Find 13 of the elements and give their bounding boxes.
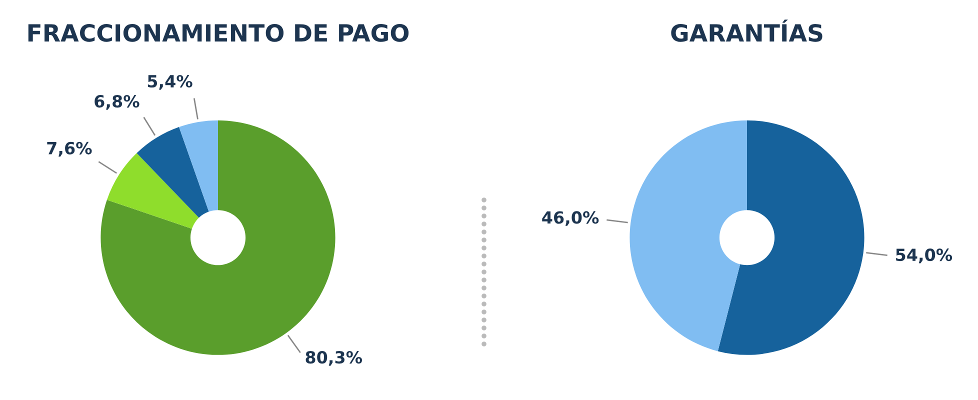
donut-slice: [136, 127, 209, 218]
data-label: 80,3%: [306, 350, 362, 366]
data-label: 7,6%: [47, 142, 92, 157]
data-label: 46,0%: [542, 211, 599, 226]
chart-title: GARANTÍAS: [671, 20, 822, 42]
data-label: 6,8%: [94, 94, 140, 110]
donut-slice: [718, 120, 864, 355]
data-label: 54,0%: [896, 248, 952, 264]
data-label: 5,4%: [148, 74, 192, 90]
chart-title: FRACCIONAMIENTO DE PAGO: [28, 24, 409, 42]
donut-slice: [630, 120, 747, 352]
donut-slice: [106, 153, 199, 229]
donut-slice: [179, 120, 218, 212]
